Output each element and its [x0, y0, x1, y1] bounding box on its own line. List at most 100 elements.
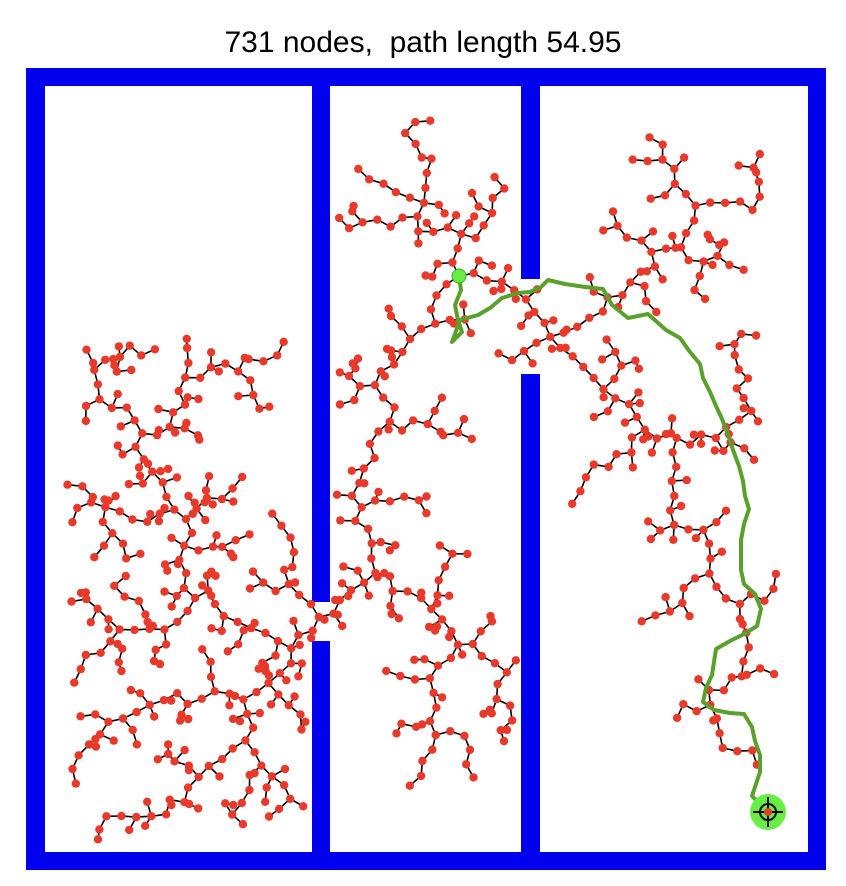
tree-node — [511, 656, 520, 665]
tree-node — [183, 783, 193, 792]
tree-node — [286, 533, 295, 542]
tree-node — [661, 429, 671, 439]
tree-node — [229, 497, 238, 506]
tree-node — [417, 153, 426, 162]
tree-node — [170, 505, 179, 514]
tree-node — [354, 164, 363, 174]
tree-node — [351, 516, 360, 526]
tree-node — [190, 593, 200, 603]
tree-node — [712, 518, 721, 527]
tree-node — [700, 294, 710, 304]
tree-node — [446, 727, 455, 736]
tree-node — [243, 709, 252, 719]
tree-node — [132, 812, 141, 822]
tree-node — [666, 506, 675, 515]
tree-node — [230, 691, 240, 701]
tree-node — [715, 729, 724, 738]
tree-node — [434, 576, 443, 585]
tree-node — [652, 307, 661, 317]
tree-node — [143, 517, 152, 526]
tree-node — [295, 640, 304, 650]
tree-node — [289, 616, 298, 626]
tree-node — [104, 625, 113, 634]
tree-node — [463, 549, 472, 559]
tree-node — [261, 667, 270, 676]
tree-node — [389, 360, 399, 369]
tree-node — [408, 416, 418, 425]
tree-node — [271, 651, 280, 660]
tree-node — [160, 587, 169, 596]
tree-node — [739, 657, 748, 666]
tree-node — [422, 218, 431, 228]
tree-node — [721, 506, 731, 515]
tree-node — [429, 227, 438, 236]
tree-node — [290, 578, 300, 587]
tree-node — [457, 229, 466, 239]
tree-node — [195, 435, 204, 444]
tree-node — [288, 562, 297, 572]
tree-node — [365, 175, 374, 184]
tree-node — [76, 664, 86, 674]
tree-node — [585, 273, 594, 282]
tree-node — [715, 342, 724, 351]
tree-node — [206, 672, 216, 681]
tree-node — [435, 541, 444, 550]
tree-node — [382, 666, 391, 676]
tree-node — [640, 425, 649, 434]
tree-node — [400, 128, 410, 138]
tree-node — [598, 355, 607, 364]
tree-node — [264, 812, 274, 821]
tree-node — [89, 358, 98, 368]
tree-node — [84, 740, 94, 749]
tree-node — [561, 343, 570, 352]
tree-node — [388, 586, 397, 596]
tree-node — [678, 598, 687, 608]
tree-node — [429, 688, 438, 697]
tree-node — [132, 740, 142, 749]
tree-node — [204, 761, 213, 771]
tree-node — [344, 371, 354, 381]
tree-node — [391, 188, 401, 197]
tree-node — [676, 501, 686, 511]
tree-node — [394, 614, 404, 623]
tree-node — [469, 269, 478, 278]
tree-node — [747, 406, 756, 416]
tree-node — [628, 463, 637, 472]
tree-node — [257, 761, 266, 770]
tree-node — [668, 231, 677, 241]
tree-node — [154, 404, 163, 414]
tree-node — [370, 380, 380, 390]
tree-node — [239, 626, 248, 635]
tree-node — [644, 517, 653, 526]
tree-node — [167, 696, 176, 705]
tree-node — [437, 615, 447, 624]
tree-node — [172, 591, 181, 601]
tree-node — [679, 700, 688, 709]
tree-node — [599, 385, 608, 394]
tree-node — [143, 459, 153, 468]
tree-node — [604, 462, 613, 472]
tree-node — [158, 478, 167, 487]
tree-node — [503, 263, 513, 273]
tree-node — [274, 690, 283, 699]
tree-node — [335, 213, 344, 223]
tree-node — [234, 367, 243, 376]
tree-node — [299, 802, 308, 811]
tree-node — [286, 794, 295, 803]
tree-node — [611, 394, 620, 403]
tree-node — [114, 342, 124, 351]
goal-crosshair-icon — [750, 794, 786, 830]
tree-node — [184, 358, 193, 368]
tree-node — [430, 406, 439, 416]
tree-node — [672, 713, 682, 723]
tree-node — [76, 588, 86, 598]
tree-node — [421, 183, 430, 193]
tree-node — [219, 611, 228, 621]
tree-node — [540, 318, 549, 328]
tree-node — [599, 393, 608, 402]
tree-node — [262, 783, 271, 792]
tree-node — [771, 569, 781, 579]
tree-node — [603, 407, 612, 416]
tree-node — [200, 498, 209, 507]
tree-node — [691, 534, 701, 543]
